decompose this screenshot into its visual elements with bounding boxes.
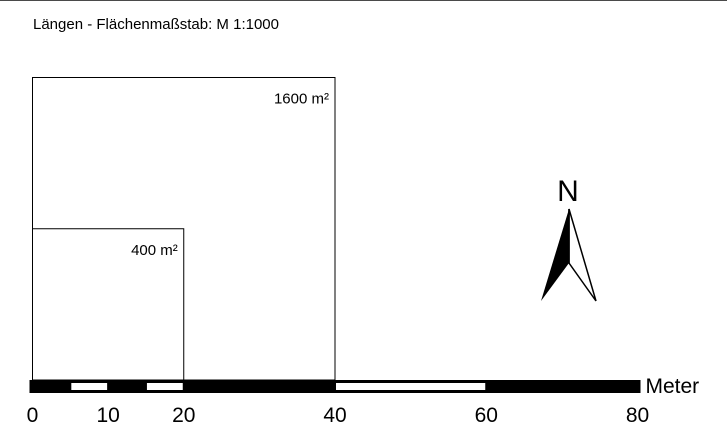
scale-tick-label: 60 [475, 404, 498, 425]
north-arrow-right-half [568, 208, 597, 302]
north-arrow-left-half [541, 209, 569, 301]
scale-bar-segment-white [336, 383, 486, 390]
scale-bar-segment-white [146, 383, 183, 390]
scale-tick-label: 0 [27, 404, 39, 425]
scale-tick-label: 10 [96, 404, 119, 425]
scale-bar-segment-white [71, 383, 108, 390]
area-label: 1600 m² [274, 91, 329, 108]
scale-tick-label: 80 [626, 404, 649, 425]
north-arrow-label: N [557, 175, 579, 208]
scale-unit-label: Meter [646, 375, 700, 398]
scale-tick-label: 20 [172, 404, 195, 425]
map-title: Längen - Flächenmaßstab: M 1:1000 [33, 16, 279, 33]
area-label: 400 m² [131, 242, 178, 259]
scale-bar [29, 380, 641, 393]
scale-tick-label: 40 [323, 404, 346, 425]
north-arrow: N [541, 175, 597, 302]
